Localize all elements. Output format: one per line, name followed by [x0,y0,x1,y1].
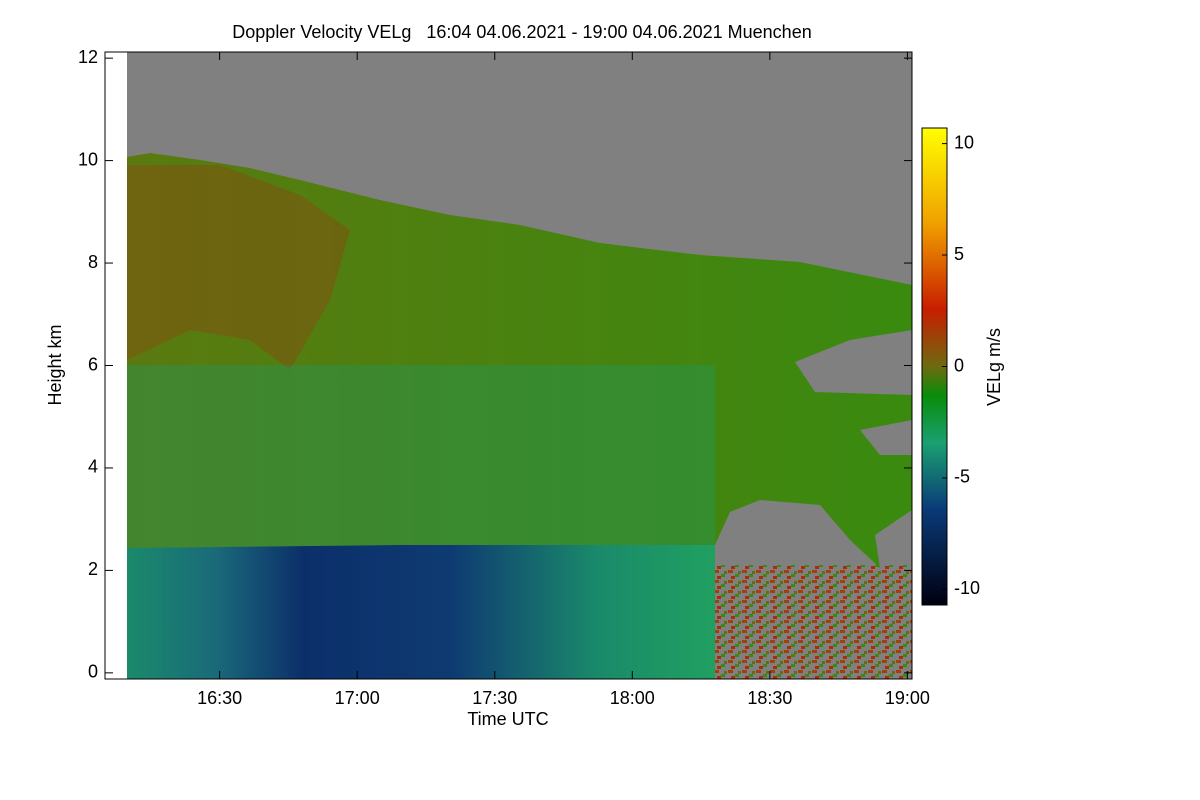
y-tick-label: 6 [88,354,98,374]
x-tick-label: 16:30 [197,688,242,708]
y-tick-label: 4 [88,457,98,477]
y-tick-label: 0 [88,662,98,682]
y-tick-label: 10 [78,149,98,169]
chart-title: Doppler Velocity VELg 16:04 04.06.2021 -… [232,22,811,42]
x-tick-label: 18:30 [747,688,792,708]
colorbar-tick-label: 0 [954,355,964,375]
colorbar-tick-label: -10 [954,578,980,598]
radar-field [105,52,912,679]
y-axis-label: Height km [45,324,65,405]
y-tick-label: 8 [88,252,98,272]
colorbar-tick-label: -5 [954,467,970,487]
y-tick-label: 2 [88,559,98,579]
colorbar-tick-label: 10 [954,132,974,152]
x-tick-label: 17:30 [472,688,517,708]
colorbar-tick-label: 5 [954,244,964,264]
x-axis-label: Time UTC [467,709,548,729]
colorbar-label: VELg m/s [984,328,1004,406]
x-tick-label: 18:00 [610,688,655,708]
x-tick-label: 17:00 [335,688,380,708]
y-tick-label: 12 [78,47,98,67]
x-tick-label: 19:00 [885,688,930,708]
